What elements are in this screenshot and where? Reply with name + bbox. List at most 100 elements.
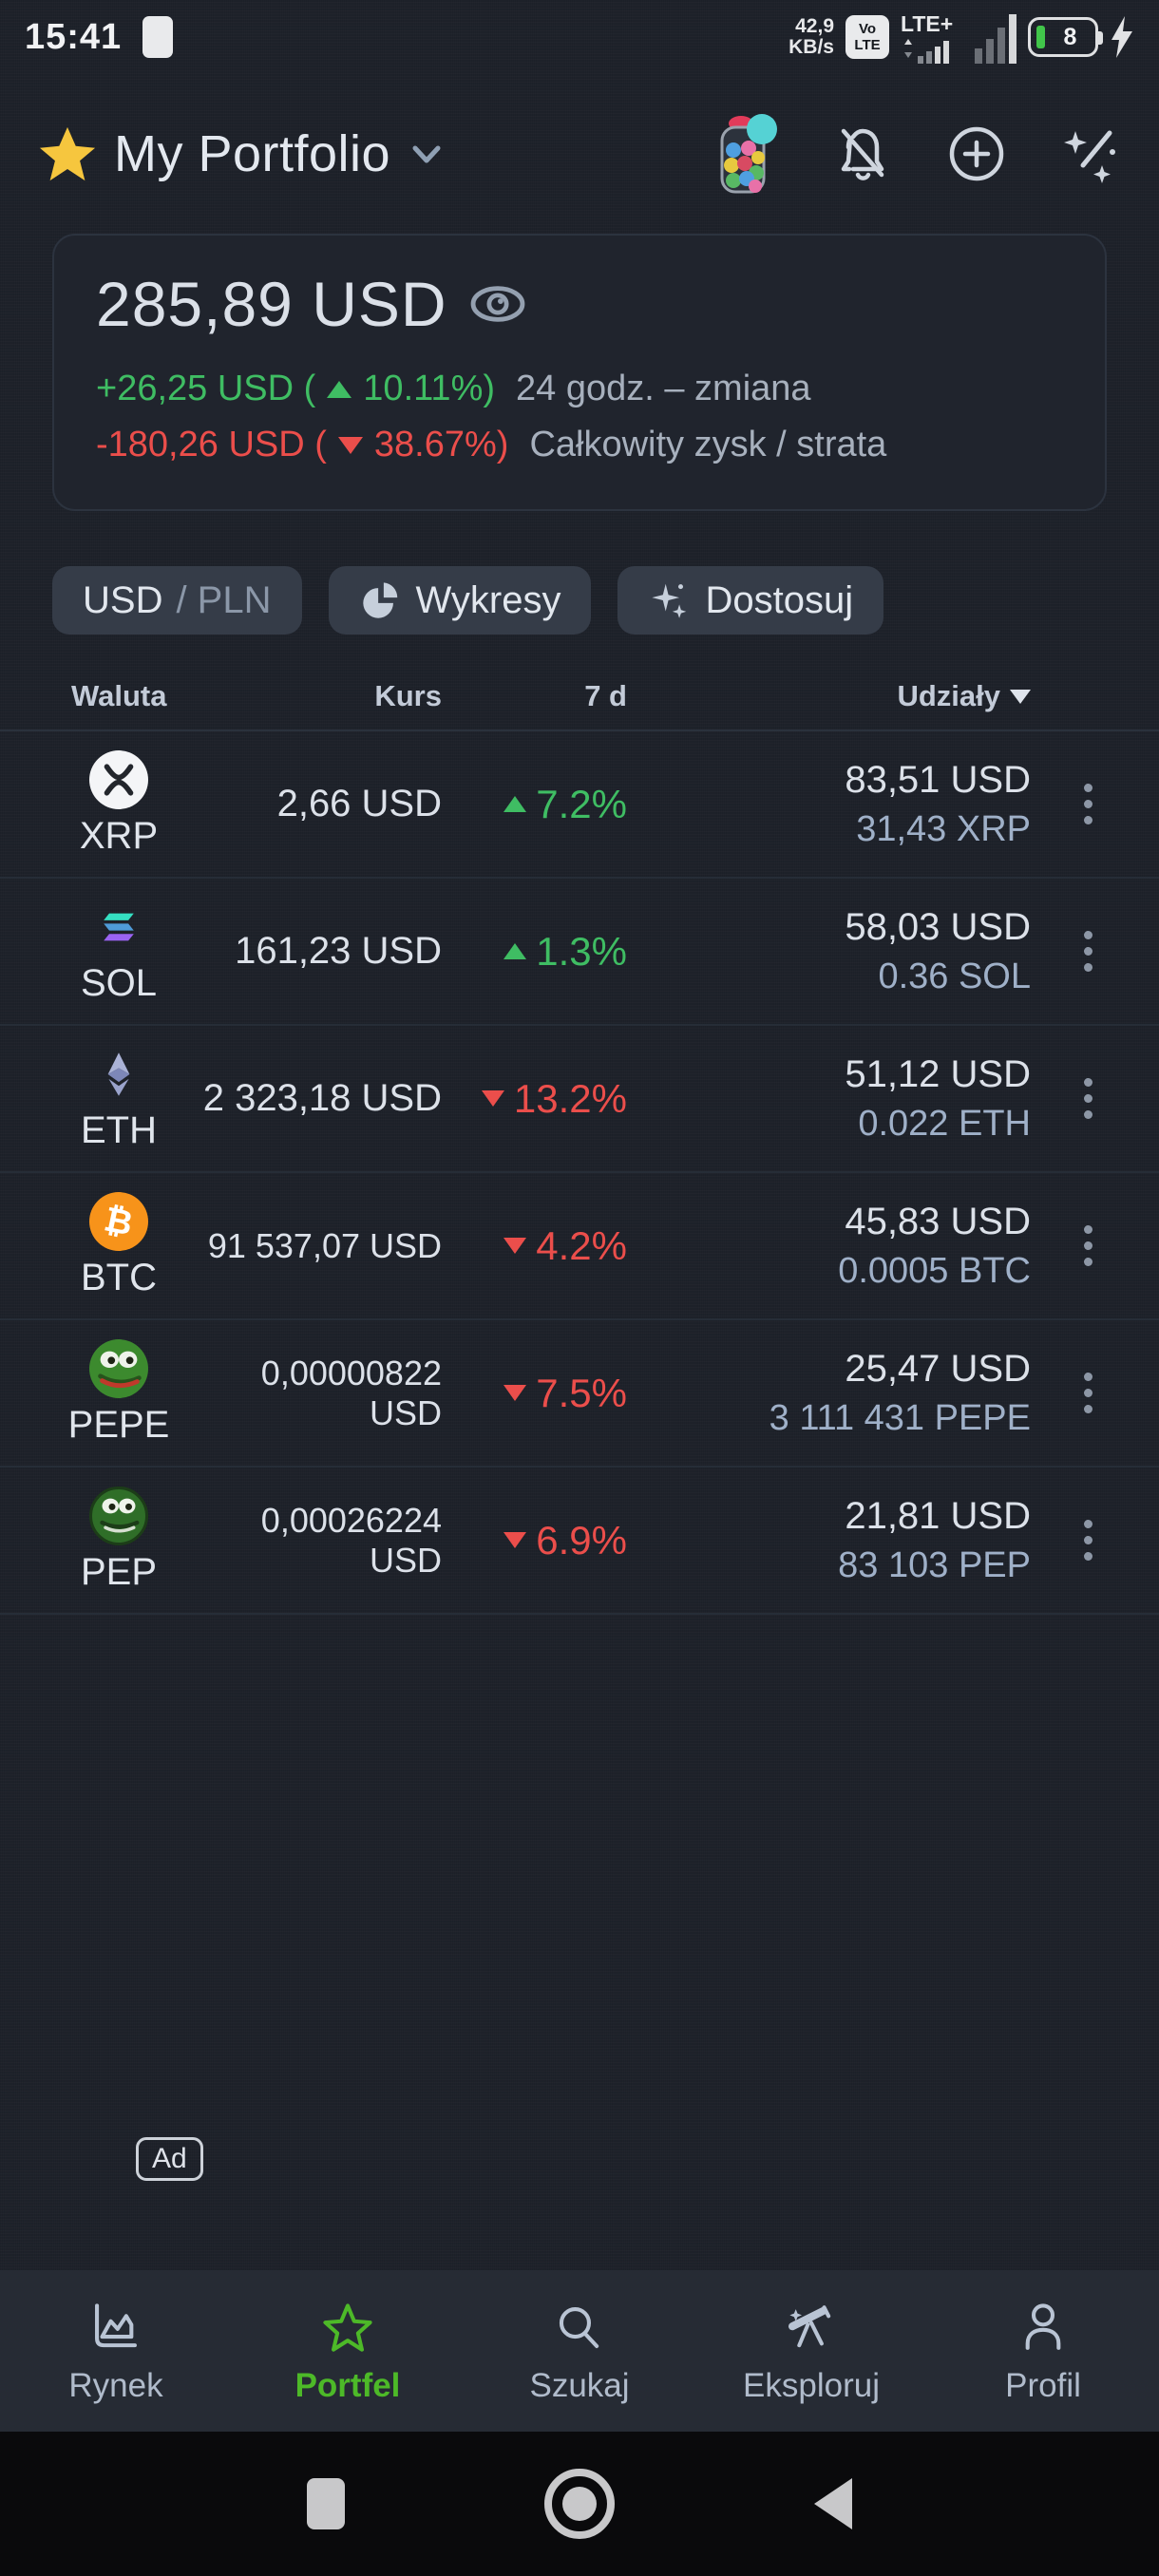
row-menu-button[interactable] [1054,1373,1121,1413]
holdings-cell: 83,51 USD 31,43 XRP [845,758,1031,849]
change-7d-cell: 6.9% [484,1518,689,1563]
table-header: Waluta Kurs 7 d Udziały [0,663,1159,731]
nav-item-portfolio[interactable]: Portfel [253,2301,443,2405]
pie-chart-icon [362,582,397,618]
pepe-coin-icon [89,1339,148,1398]
holdings-cell: 45,83 USD 0.0005 BTC [838,1200,1031,1291]
price-cell: 0,00000822 USD [260,1353,442,1432]
row-menu-button[interactable] [1054,1520,1121,1561]
change-7d-cell: 1.3% [484,929,689,975]
price-cell: 0,00026224 USD [260,1500,442,1580]
charts-chip[interactable]: Wykresy [328,566,592,635]
back-button[interactable] [814,2478,852,2529]
filter-chips: USD / PLN Wykresy Dostosuj [52,566,884,635]
bottom-nav: Rynek Portfel Szukaj Eksploruj Profil [0,2270,1159,2432]
page-title: My Portfolio [114,125,391,182]
portfolio-selector[interactable]: My Portfolio [38,124,446,183]
android-nav-bar [0,2432,1159,2576]
price-cell: 2,66 USD [276,783,442,824]
portfolio-star-icon [323,2303,372,2352]
holdings-table: XRP 2,66 USD 7.2% 83,51 USD 31,43 XRP SO… [0,731,1159,1615]
day-change-label: 24 godz. – zmiana [516,369,811,408]
signal-large-icon [975,14,1016,64]
day-change-amount: +26,25 USD ( [96,369,316,408]
holdings-cell: 25,47 USD 3 111 431 PEPE [769,1347,1031,1438]
portfolio-summary-card: 285,89 USD +26,25 USD ( 10.11%) 24 godz.… [52,234,1107,511]
column-header-price[interactable]: Kurs [374,679,442,712]
day-change-row: +26,25 USD ( 10.11%) 24 godz. – zmiana [96,369,1063,409]
row-menu-button[interactable] [1054,784,1121,824]
table-row-btc[interactable]: ₿ BTC 91 537,07 USD 4.2% 45,83 USD 0.000… [0,1173,1159,1320]
nav-item-explore[interactable]: Eksploruj [716,2301,906,2405]
currency-toggle-chip[interactable]: USD / PLN [52,566,302,635]
chevron-down-icon [412,145,441,163]
btc-coin-icon: ₿ [89,1192,148,1251]
star-icon [39,126,96,181]
up-triangle-icon [504,943,527,959]
table-row-eth[interactable]: ETH 2 323,18 USD 13.2% 51,12 USD 0.022 E… [0,1026,1159,1173]
down-triangle-icon [481,1090,504,1107]
row-menu-button[interactable] [1054,1078,1121,1119]
holdings-cell: 58,03 USD 0.36 SOL [845,905,1031,996]
battery-icon: 8 [1028,17,1103,57]
table-row-xrp[interactable]: XRP 2,66 USD 7.2% 83,51 USD 31,43 XRP [0,731,1159,879]
down-triangle-icon [337,436,363,454]
volte-icon: Vo LTE [846,15,889,59]
sparkles-icon [652,583,687,618]
table-row-pep[interactable]: PEP 0,00026224 USD 6.9% 21,81 USD 83 103… [0,1468,1159,1615]
column-header-7d[interactable]: 7 d [584,679,627,712]
ad-badge[interactable]: Ad [136,2137,203,2181]
total-change-row: -180,26 USD ( 38.67%) Całkowity zysk / s… [96,425,1063,465]
table-row-sol[interactable]: SOL 161,23 USD 1.3% 58,03 USD 0.36 SOL [0,879,1159,1026]
notifications-off-icon[interactable] [832,123,893,184]
nav-item-profile[interactable]: Profil [948,2301,1138,2405]
nav-item-market[interactable]: Rynek [21,2301,211,2405]
market-chart-icon [95,2303,137,2348]
battery-charge-level [1036,26,1045,48]
home-button[interactable] [544,2469,615,2539]
clock: 15:41 [25,16,123,57]
down-triangle-icon [504,1385,527,1401]
price-cell: 91 537,07 USD [207,1225,442,1265]
change-7d-cell: 7.2% [484,782,689,827]
total-change-pct: 38.67%) [373,425,509,464]
up-triangle-icon [504,796,527,812]
app-header: My Portfolio [0,91,1159,217]
customize-chip[interactable]: Dostosuj [618,566,884,635]
search-icon [559,2307,599,2349]
add-portfolio-icon[interactable] [946,123,1007,184]
table-row-pepe[interactable]: PEPE 0,00000822 USD 7.5% 25,47 USD 3 111… [0,1320,1159,1468]
total-balance: 285,89 USD [96,269,447,339]
sort-desc-icon [1010,689,1031,704]
magic-wand-icon[interactable] [1060,123,1121,184]
charging-bolt-icon [1112,16,1132,58]
pep-coin-icon [89,1487,148,1545]
column-header-holdings[interactable]: Udziały [689,679,1121,713]
total-change-label: Całkowity zysk / strata [529,425,887,464]
down-triangle-icon [504,1238,527,1254]
telescope-icon [788,2305,831,2348]
row-menu-button[interactable] [1054,1225,1121,1266]
eye-icon[interactable] [468,280,527,328]
change-7d-cell: 4.2% [484,1223,689,1269]
change-7d-cell: 13.2% [481,1076,689,1122]
row-menu-button[interactable] [1054,931,1121,972]
recents-button[interactable] [307,2478,345,2529]
holdings-cell: 51,12 USD 0.022 ETH [845,1052,1031,1144]
eth-coin-icon [89,1045,148,1104]
screen-record-icon [142,16,174,58]
candy-jar-icon[interactable] [712,108,779,199]
status-bar: 15:41 42,9 KB/s Vo LTE LTE+ [0,0,1159,74]
price-cell: 2 323,18 USD [202,1077,442,1119]
column-header-currency[interactable]: Waluta [71,679,167,712]
sol-coin-icon [89,898,148,957]
xrp-coin-icon [89,750,148,809]
up-triangle-icon [327,380,352,398]
network-speed: 42,9 KB/s [788,15,834,58]
signal-bars-icon: LTE+ [901,10,1016,64]
profile-icon [1025,2303,1061,2350]
nav-item-search[interactable]: Szukaj [484,2301,674,2405]
day-change-pct: 10.11%) [363,369,496,408]
change-7d-cell: 7.5% [484,1371,689,1416]
holdings-cell: 21,81 USD 83 103 PEP [838,1494,1031,1585]
